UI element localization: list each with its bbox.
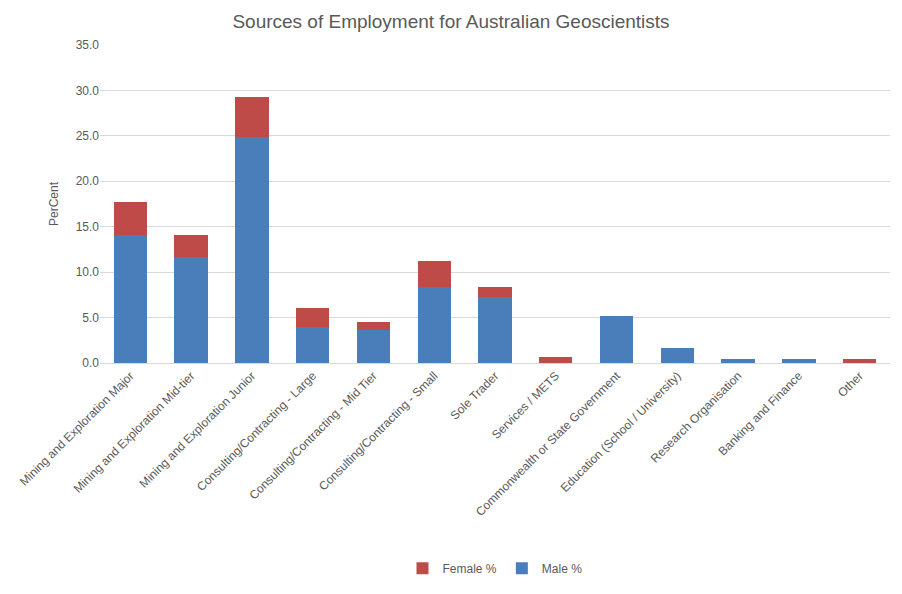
svg-text:30.0: 30.0	[76, 84, 100, 98]
svg-text:15.0: 15.0	[76, 220, 100, 234]
svg-text:Mining and Exploration Junior: Mining and Exploration Junior	[137, 369, 259, 491]
svg-text:Mining and Exploration Mid-tie: Mining and Exploration Mid-tier	[71, 369, 198, 496]
svg-text:25.0: 25.0	[76, 129, 100, 143]
svg-text:Sole Trader: Sole Trader	[448, 369, 502, 423]
svg-text:Mining and Exploration Major: Mining and Exploration Major	[17, 369, 137, 489]
svg-text:Consulting/Contracting - Small: Consulting/Contracting - Small	[316, 369, 441, 494]
svg-text:PerCent: PerCent	[47, 181, 61, 226]
svg-text:Commonwealth or State Governme: Commonwealth or State Government	[473, 368, 623, 518]
svg-text:Consulting/Contracting - Mid T: Consulting/Contracting - Mid Tier	[246, 369, 379, 502]
svg-text:35.0: 35.0	[76, 38, 100, 52]
svg-text:20.0: 20.0	[76, 174, 100, 188]
svg-text:10.0: 10.0	[76, 265, 100, 279]
svg-text:Services / METS: Services / METS	[489, 369, 562, 442]
svg-text:Other: Other	[835, 369, 866, 400]
svg-text:Female %: Female %	[443, 562, 497, 576]
svg-text:Education (School / University: Education (School / University)	[558, 369, 684, 495]
svg-text:Male %: Male %	[542, 562, 582, 576]
svg-text:0.0: 0.0	[82, 356, 99, 370]
svg-text:Consulting/Contracting - Large: Consulting/Contracting - Large	[194, 369, 319, 494]
svg-text:Banking and Finance: Banking and Finance	[716, 369, 806, 459]
svg-text:5.0: 5.0	[82, 311, 99, 325]
svg-text:Research Organisation: Research Organisation	[648, 369, 745, 466]
svg-text:Sources of Employment for Aust: Sources of Employment for Australian Geo…	[232, 11, 669, 32]
